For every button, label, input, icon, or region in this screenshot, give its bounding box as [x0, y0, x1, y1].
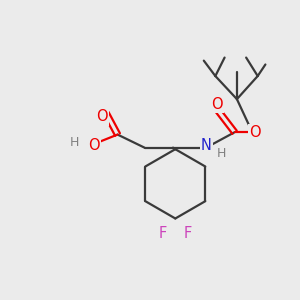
Text: O: O [88, 138, 100, 153]
Text: O: O [250, 125, 261, 140]
Text: O: O [96, 109, 108, 124]
Text: N: N [201, 138, 212, 153]
Text: O: O [211, 97, 223, 112]
Text: F: F [159, 226, 167, 242]
Text: H: H [217, 146, 226, 160]
Text: F: F [184, 226, 192, 242]
Text: H: H [70, 136, 79, 149]
